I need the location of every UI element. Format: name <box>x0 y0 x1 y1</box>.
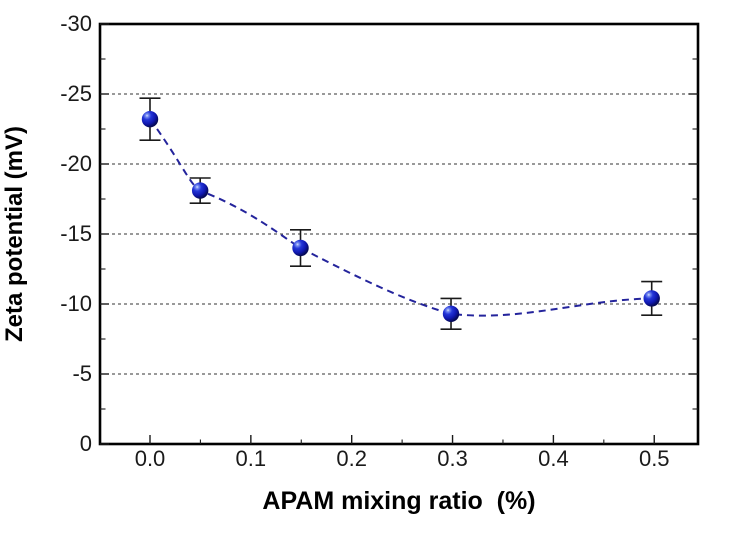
svg-text:0: 0 <box>80 431 92 456</box>
svg-text:-15: -15 <box>60 221 92 246</box>
svg-text:-30: -30 <box>60 11 92 36</box>
svg-text:0.0: 0.0 <box>135 446 166 471</box>
svg-text:0.1: 0.1 <box>236 446 267 471</box>
svg-text:Zeta potential (mV): Zeta potential (mV) <box>1 126 28 342</box>
svg-text:0.5: 0.5 <box>639 446 670 471</box>
svg-text:-10: -10 <box>60 291 92 316</box>
svg-text:-20: -20 <box>60 151 92 176</box>
svg-text:0.3: 0.3 <box>437 446 468 471</box>
svg-text:0.4: 0.4 <box>538 446 569 471</box>
svg-text:0.2: 0.2 <box>336 446 367 471</box>
svg-text:APAM mixing ratio (%): APAM mixing ratio (%) <box>262 487 535 515</box>
svg-text:-5: -5 <box>72 361 92 386</box>
svg-text:-25: -25 <box>60 81 92 106</box>
